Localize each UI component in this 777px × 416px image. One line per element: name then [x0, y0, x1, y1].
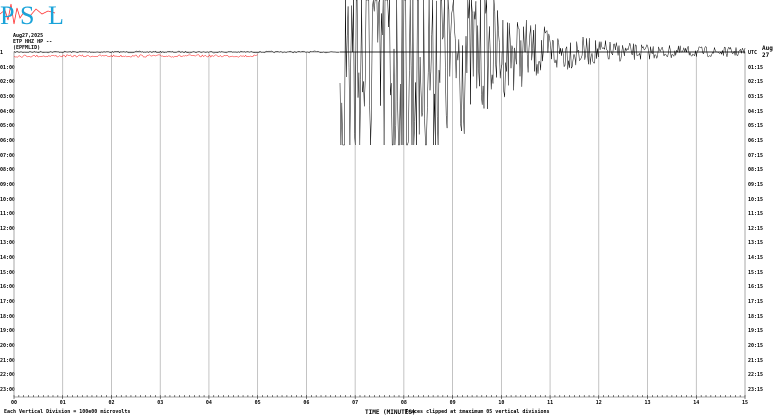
x-tick-label: 09: [449, 400, 456, 406]
x-tick-label: 12: [595, 400, 602, 406]
row-time-label-right: 09:15: [748, 181, 764, 188]
x-tick-label: 01: [59, 400, 66, 406]
row-time-label-right: 07:15: [748, 152, 764, 159]
clip-note: Traces clipped at ±maximum 05 vertical d…: [405, 409, 550, 415]
station-label: (EPFMLID): [13, 45, 41, 51]
row-time-label-left: 02:00: [0, 79, 16, 86]
x-tick-label: 00: [11, 400, 18, 406]
x-tick-label: 05: [254, 400, 261, 406]
row-time-label-right: 01:15: [748, 64, 764, 71]
row-time-label-left: 21:00: [0, 357, 16, 364]
svg-text:S: S: [20, 1, 34, 28]
row-time-label-right: 21:15: [748, 357, 764, 364]
date-label: Aug27,2025: [13, 33, 44, 39]
plot-frame: [13, 51, 746, 398]
row-time-label-right: 06:15: [748, 137, 764, 144]
row-time-label-left: 08:00: [0, 167, 16, 174]
x-tick-label: 02: [108, 400, 115, 406]
row-time-label-right: 04:15: [748, 108, 764, 115]
psl-logo: P S L: [0, 0, 75, 30]
row-time-label-right: 15:15: [748, 269, 764, 276]
channel-label: ETP HHZ HP --: [13, 39, 53, 45]
x-tick-label: 06: [303, 400, 310, 406]
axis-title: TIME (MINUTES): [365, 409, 416, 416]
row-time-label-right: 03:15: [748, 93, 764, 100]
row-time-label-left: 05:00: [0, 123, 16, 130]
x-tick-label: 14: [693, 400, 700, 406]
row-time-label-left: 19:00: [0, 328, 16, 335]
x-tick-label: 15: [742, 400, 749, 406]
row-time-label-left: 07:00: [0, 152, 16, 159]
row-time-label-left: 17:00: [0, 299, 16, 306]
seismic-trace: [13, 50, 340, 54]
x-tick-label: 10: [498, 400, 505, 406]
row-time-label-right: 02:15: [748, 79, 764, 86]
row-time-label-right: 20:15: [748, 343, 764, 350]
x-tick-label: 04: [205, 400, 212, 406]
row-time-label-left: 15:00: [0, 269, 16, 276]
row-time-label-left: 22:00: [0, 372, 16, 379]
division-note: Each Vertical Division = 100e00 microvol…: [4, 409, 131, 415]
svg-text:L: L: [48, 1, 64, 28]
x-tick-label: 07: [352, 400, 359, 406]
row-time-label-left: 1: [0, 50, 4, 56]
row-time-label-left: 04:00: [0, 108, 16, 115]
earthquake-trace: [339, 0, 746, 146]
row-time-label-right: 08:15: [748, 167, 764, 174]
svg-text:P: P: [0, 1, 14, 28]
row-time-label-right: 05:15: [748, 123, 764, 130]
row-time-label-left: 06:00: [0, 137, 16, 144]
row-time-label-right: 11:15: [748, 211, 764, 218]
x-tick-label: 11: [547, 400, 554, 406]
row-time-label-left: 20:00: [0, 343, 16, 350]
row-time-label-right: 14:15: [748, 255, 764, 262]
row-time-label-left: 01:00: [0, 64, 16, 71]
row-time-label-right: 17:15: [748, 299, 764, 306]
row-time-label-left: 09:00: [0, 181, 16, 188]
row-time-label-right: 12:15: [748, 225, 764, 232]
seismic-trace: [13, 54, 258, 58]
row-time-label-left: 11:00: [0, 211, 16, 218]
row-time-label-left: 14:00: [0, 255, 16, 262]
row-time-label-right: 10:15: [748, 196, 764, 203]
row-time-label-right: 22:15: [748, 372, 764, 379]
row-time-label-right: 19:15: [748, 328, 764, 335]
corner-label: Aug 27: [762, 45, 773, 59]
row-time-label-left: 10:00: [0, 196, 16, 203]
x-tick-label: 03: [157, 400, 164, 406]
row-time-label-right: 18:15: [748, 313, 764, 320]
row-time-label-left: 13:00: [0, 240, 16, 247]
x-tick-label: 08: [400, 400, 407, 406]
row-time-label-right: 13:15: [748, 240, 764, 247]
x-tick-label: 13: [644, 400, 651, 406]
row-time-label-left: 23:00: [0, 387, 16, 393]
row-time-label-left: 03:00: [0, 93, 16, 100]
row-time-label-right: 23:15: [748, 387, 764, 393]
row-time-label-left: 18:00: [0, 313, 16, 320]
row-time-label-right: 16:15: [748, 284, 764, 291]
row-time-label-left: 12:00: [0, 225, 16, 232]
row-time-label-right: UTC: [748, 50, 758, 56]
row-time-label-left: 16:00: [0, 284, 16, 291]
